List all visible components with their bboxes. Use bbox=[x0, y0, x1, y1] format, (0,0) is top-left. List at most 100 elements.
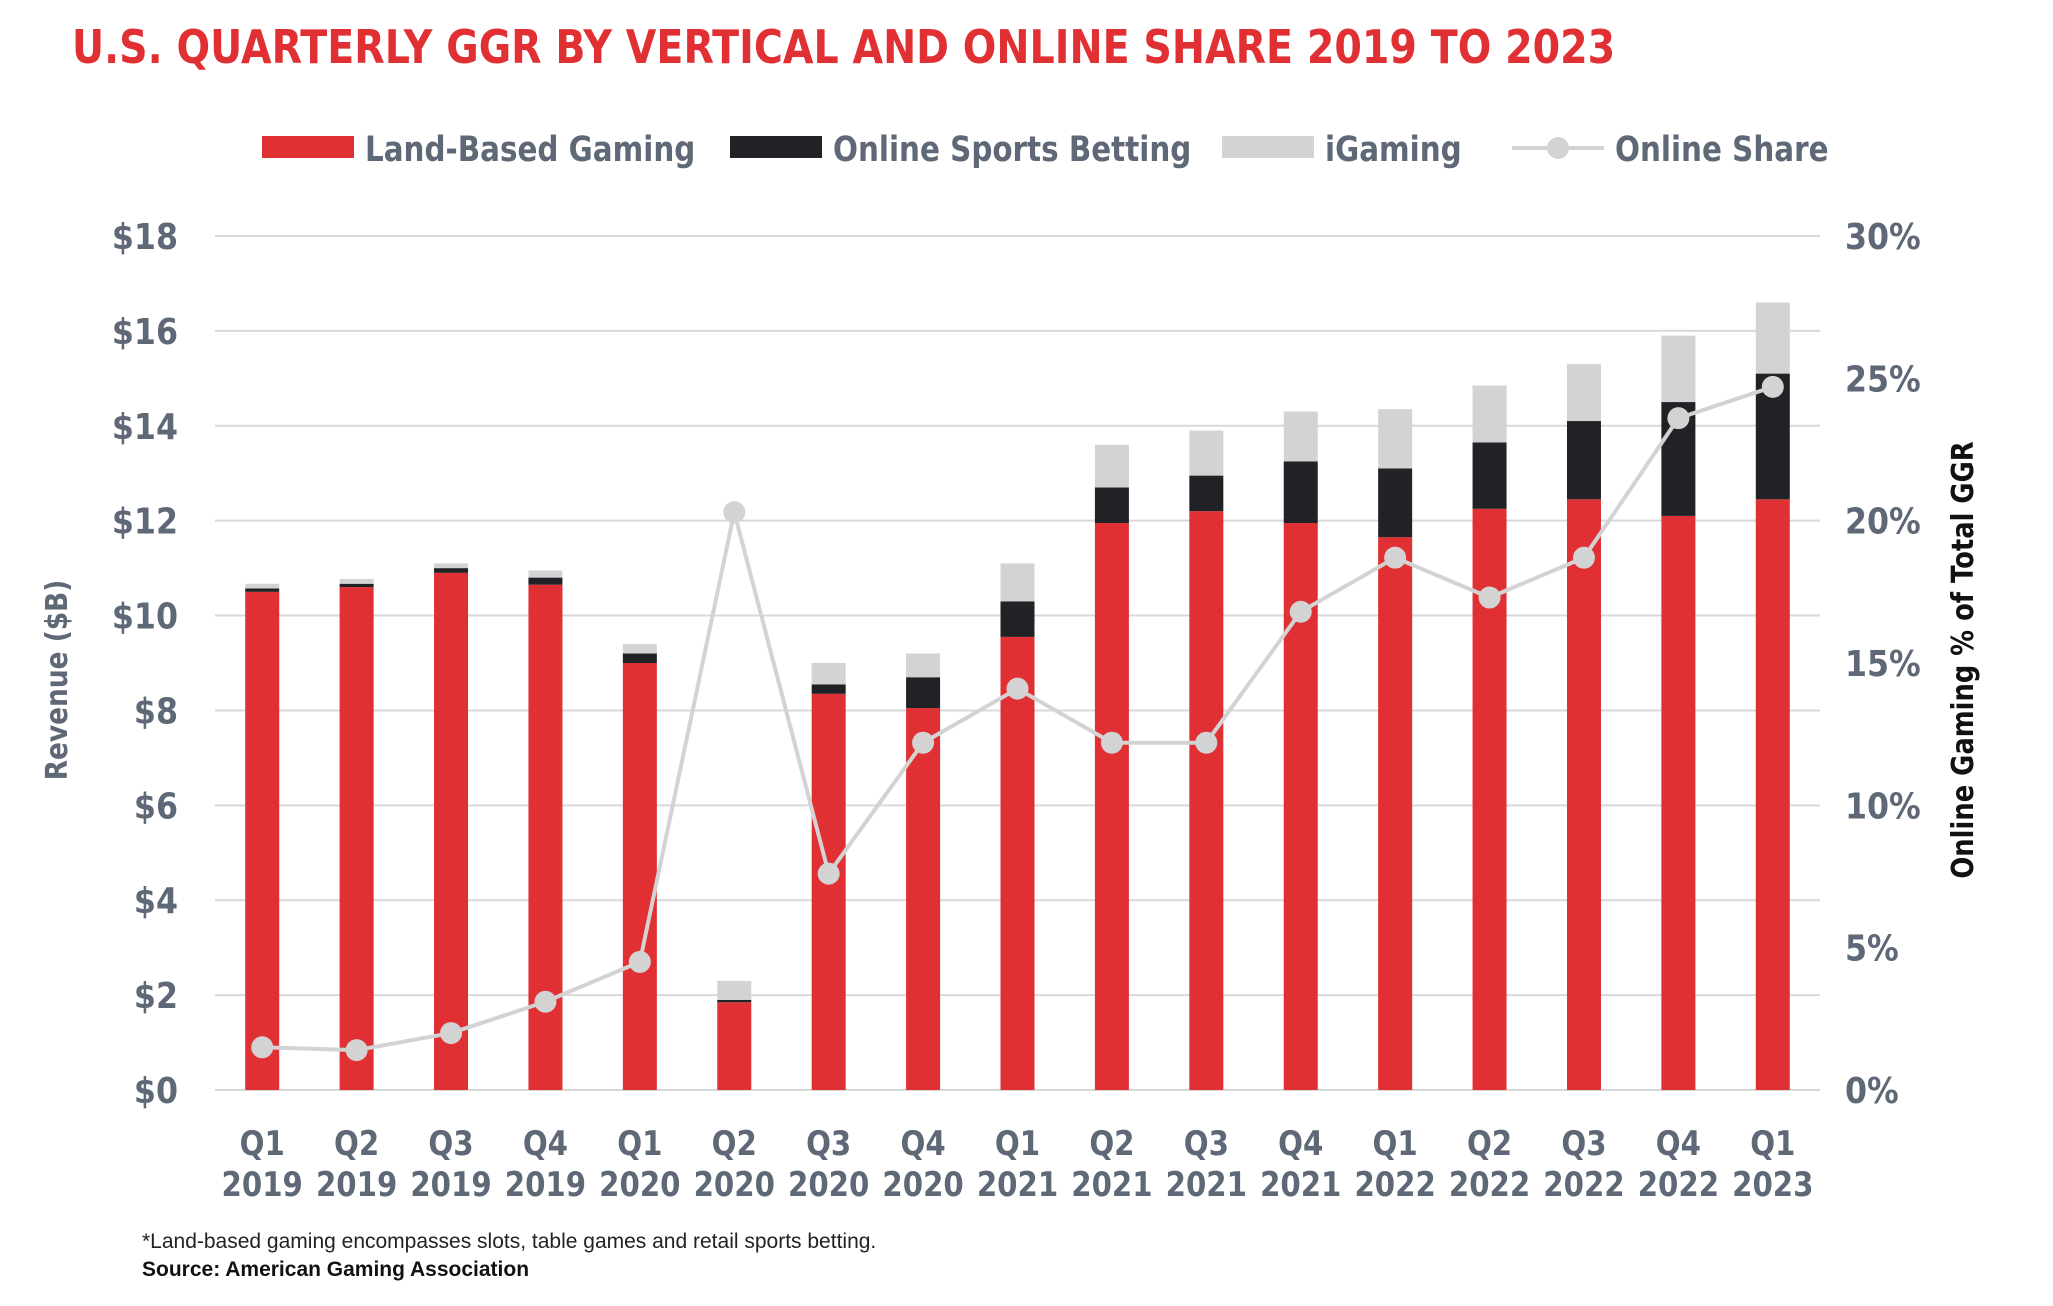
x-tick-label-year: 2019 bbox=[505, 1166, 586, 1205]
bar-land-based bbox=[1566, 499, 1601, 1091]
source-note: Source: American Gaming Association bbox=[142, 1258, 530, 1281]
x-tick-label-quarter: Q3 bbox=[806, 1125, 851, 1164]
x-tick-label-year: 2019 bbox=[222, 1166, 303, 1205]
bar-online-sports-betting bbox=[1378, 468, 1413, 538]
online-share-point bbox=[534, 990, 557, 1013]
bar-online-sports-betting bbox=[1283, 461, 1318, 524]
bar-land-based bbox=[1755, 499, 1790, 1091]
bar-land-based bbox=[1094, 523, 1129, 1090]
bar-online-sports-betting bbox=[1189, 475, 1224, 512]
online-share-point bbox=[251, 1036, 274, 1059]
online-share-point bbox=[1761, 375, 1784, 398]
x-tick-label-quarter: Q3 bbox=[428, 1125, 473, 1164]
bar-online-sports-betting bbox=[1566, 421, 1601, 500]
x-tick-label-year: 2022 bbox=[1354, 1166, 1435, 1205]
online-share-point bbox=[1384, 546, 1407, 569]
x-tick-label-year: 2020 bbox=[694, 1166, 775, 1205]
y-tick-label: $14 bbox=[112, 406, 178, 447]
legend-online-sports-betting-label: Online Sports Betting bbox=[833, 129, 1191, 170]
online-share-point bbox=[628, 950, 651, 973]
bar-igaming bbox=[1189, 430, 1224, 476]
x-tick-label-year: 2023 bbox=[1732, 1166, 1813, 1205]
y-tick-label: $16 bbox=[112, 311, 178, 352]
x-tick-label-year: 2020 bbox=[882, 1166, 963, 1205]
legend-igaming-label: iGaming bbox=[1325, 129, 1462, 170]
online-share-point bbox=[1478, 586, 1501, 609]
y-axis-title: Revenue ($B) bbox=[39, 580, 74, 781]
bar-igaming bbox=[434, 563, 469, 569]
bar-online-sports-betting bbox=[339, 583, 374, 588]
y2-tick-label: 25% bbox=[1845, 358, 1921, 399]
bar-land-based bbox=[1189, 511, 1224, 1091]
x-tick-label-quarter: Q4 bbox=[1656, 1125, 1701, 1164]
x-tick-label-year: 2021 bbox=[1071, 1166, 1152, 1205]
chart-title: U.S. QUARTERLY GGR BY VERTICAL AND ONLIN… bbox=[72, 20, 1616, 74]
online-share-point bbox=[723, 501, 746, 524]
x-tick-label-year: 2019 bbox=[410, 1166, 491, 1205]
bar-igaming bbox=[1661, 335, 1696, 403]
x-tick-label-quarter: Q4 bbox=[900, 1125, 945, 1164]
online-share-point bbox=[912, 731, 935, 754]
bar-online-sports-betting bbox=[1472, 442, 1507, 509]
bar-online-sports-betting bbox=[434, 568, 469, 573]
x-tick-label-quarter: Q3 bbox=[1184, 1125, 1229, 1164]
bar-online-sports-betting bbox=[1000, 601, 1035, 637]
bar-igaming bbox=[622, 644, 657, 654]
footnote: *Land-based gaming encompasses slots, ta… bbox=[142, 1230, 877, 1253]
bar-igaming bbox=[339, 579, 374, 584]
legend-online-share-label: Online Share bbox=[1615, 129, 1829, 170]
bar-online-sports-betting bbox=[811, 684, 846, 694]
bar-igaming bbox=[1566, 364, 1601, 422]
online-share-point bbox=[1100, 731, 1123, 754]
y2-axis-title: Online Gaming % of Total GGR bbox=[1945, 441, 1980, 878]
x-tick-label-year: 2020 bbox=[788, 1166, 869, 1205]
x-tick-label-quarter: Q3 bbox=[1561, 1125, 1606, 1164]
x-tick-label-quarter: Q2 bbox=[1467, 1125, 1512, 1164]
x-tick-label-year: 2020 bbox=[599, 1166, 680, 1205]
online-share-point bbox=[440, 1022, 463, 1045]
x-tick-label-quarter: Q1 bbox=[1750, 1125, 1795, 1164]
bar-land-based bbox=[906, 708, 941, 1090]
bar-land-based bbox=[1378, 537, 1413, 1090]
online-share-point bbox=[1667, 407, 1690, 430]
bar-online-sports-betting bbox=[1094, 487, 1129, 524]
y2-tick-label: 10% bbox=[1845, 785, 1921, 826]
x-tick-label-year: 2021 bbox=[1260, 1166, 1341, 1205]
online-share-point bbox=[1195, 731, 1218, 754]
x-tick-label-quarter: Q1 bbox=[617, 1125, 662, 1164]
legend-online-sports-betting-swatch bbox=[730, 136, 822, 158]
x-tick-label-quarter: Q1 bbox=[995, 1125, 1040, 1164]
y2-tick-label: 0% bbox=[1845, 1070, 1899, 1111]
y-tick-label: $2 bbox=[134, 975, 178, 1016]
online-share-point bbox=[345, 1039, 368, 1062]
legend-land-based-label: Land-Based Gaming bbox=[365, 129, 695, 170]
x-tick-label-year: 2021 bbox=[977, 1166, 1058, 1205]
legend-online-share-swatch-marker bbox=[1547, 137, 1569, 159]
online-share-point bbox=[1289, 600, 1312, 623]
bar-land-based bbox=[622, 663, 657, 1090]
bar-land-based bbox=[434, 572, 469, 1090]
bar-igaming bbox=[1283, 411, 1318, 462]
bar-igaming bbox=[1378, 409, 1413, 469]
bar-igaming bbox=[1094, 444, 1129, 488]
bar-igaming bbox=[906, 653, 941, 678]
x-tick-label-year: 2021 bbox=[1166, 1166, 1247, 1205]
bar-igaming bbox=[717, 980, 752, 1000]
y-tick-label: $10 bbox=[112, 596, 178, 637]
bar-land-based bbox=[1000, 636, 1035, 1090]
y-tick-label: $6 bbox=[134, 785, 178, 826]
y2-tick-label: 5% bbox=[1845, 928, 1899, 969]
x-tick-label-year: 2019 bbox=[316, 1166, 397, 1205]
bar-igaming bbox=[811, 663, 846, 685]
y-tick-label: $4 bbox=[134, 880, 178, 921]
x-tick-label-year: 2022 bbox=[1543, 1166, 1624, 1205]
online-share-point bbox=[1006, 677, 1029, 700]
x-tick-label-quarter: Q2 bbox=[712, 1125, 757, 1164]
x-tick-label-quarter: Q1 bbox=[1373, 1125, 1418, 1164]
y-tick-label: $12 bbox=[112, 501, 178, 542]
online-share-point bbox=[817, 862, 840, 885]
bar-land-based bbox=[245, 591, 280, 1090]
y-tick-label: $18 bbox=[112, 216, 178, 257]
bar-land-based bbox=[528, 584, 563, 1090]
